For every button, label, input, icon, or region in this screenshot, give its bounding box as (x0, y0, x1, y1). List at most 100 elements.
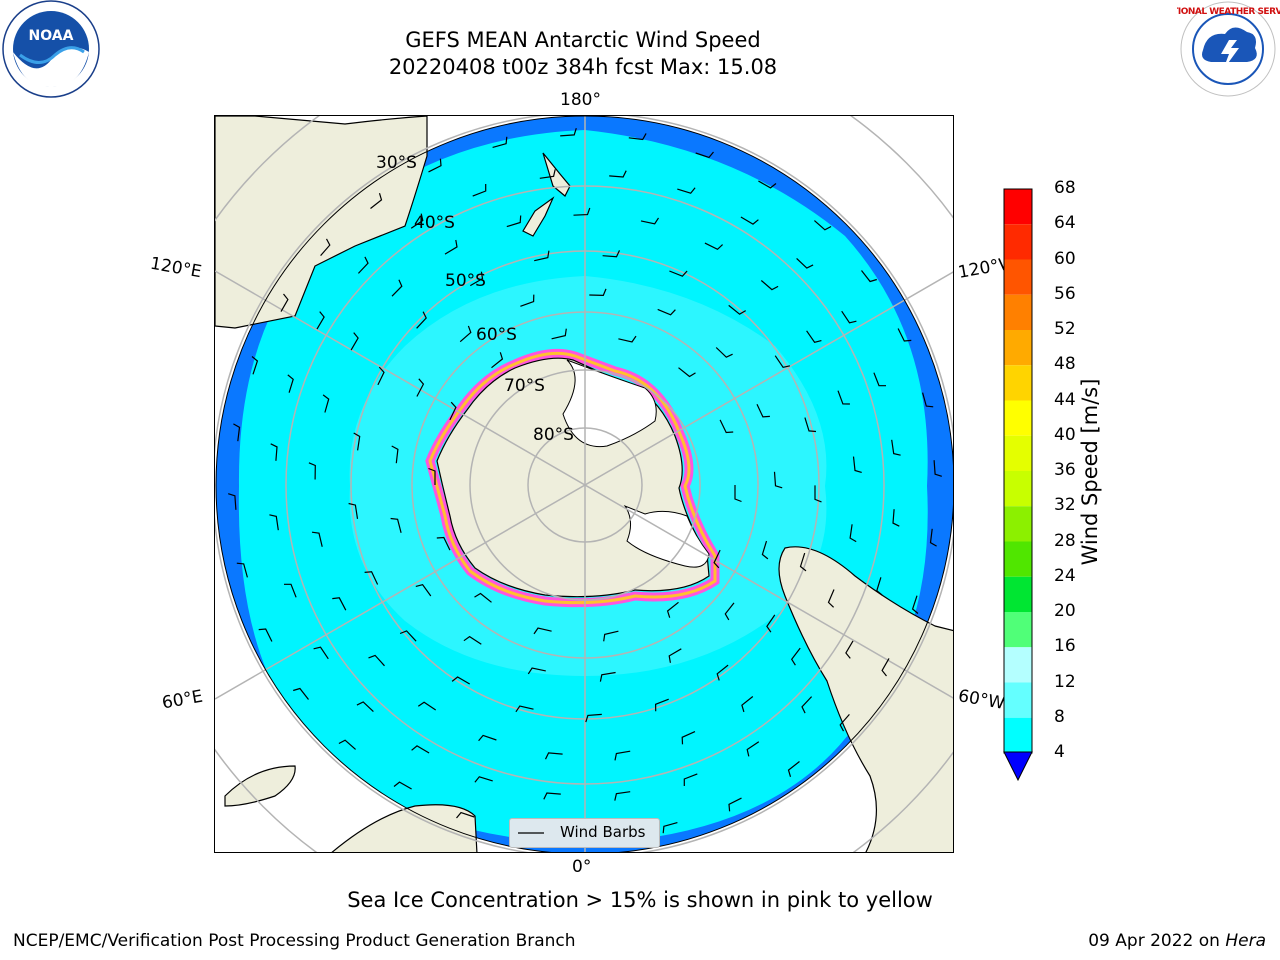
wind-barb (451, 676, 471, 685)
wind-barb (678, 367, 696, 378)
map-frame (214, 115, 954, 853)
wind-barb (551, 328, 567, 340)
wind-barb (428, 158, 442, 173)
wind-barb (585, 713, 602, 723)
madagascar (224, 765, 296, 807)
colorbar-tick-label: 60 (1054, 248, 1076, 269)
colorbar-tick-label: 32 (1054, 495, 1076, 516)
wind-barb (837, 390, 850, 405)
wind-barb (491, 352, 504, 369)
wind-barb (839, 714, 850, 732)
lat-label-40s: 40°S (414, 213, 455, 233)
wind-barb (713, 549, 721, 569)
wind-barbs (228, 128, 942, 842)
colorbar-tick-label: 52 (1054, 319, 1076, 339)
wind-barb (560, 128, 577, 137)
lon-label-180: 180° (560, 90, 601, 110)
wind-barb (654, 698, 669, 712)
wind-barb (280, 293, 289, 312)
wind-barb (614, 750, 631, 761)
wind-barb (728, 797, 742, 812)
colorbar-bin (1004, 330, 1032, 366)
wind-barb (677, 187, 696, 194)
wind-barb (348, 502, 359, 519)
wind-barb (459, 325, 472, 343)
wind-barb (602, 250, 621, 258)
wind-barb (897, 328, 912, 342)
wind-barb (416, 378, 425, 397)
colorbar (1003, 188, 1033, 782)
wind-barb (804, 417, 817, 433)
ross-ice-shelf (562, 359, 657, 448)
wind-barb (715, 347, 733, 358)
wind-barb (411, 745, 430, 754)
wind-barb (251, 356, 259, 375)
colorbar-tick-label: 24 (1054, 565, 1076, 586)
wind-barb (332, 597, 347, 611)
wind-barb (609, 170, 627, 178)
wind-barb (287, 374, 294, 393)
wind-barb (533, 627, 552, 635)
wind-barb (444, 239, 458, 255)
colorbar-bin (1004, 717, 1032, 753)
wind-barb (228, 493, 237, 510)
wind-barb (534, 250, 550, 262)
colorbar-label: Wind Speed [m/s] (1078, 378, 1102, 566)
wind-barb (311, 531, 323, 547)
wind-barb (368, 654, 385, 667)
wind-barb (929, 528, 937, 547)
wind-barb (320, 238, 331, 256)
wind-barb (640, 217, 660, 225)
nws-logo: NATIONAL WEATHER SERVICE (1177, 1, 1280, 97)
wind-barb (293, 687, 309, 700)
lat-label-60s: 60°S (476, 325, 517, 345)
wind-barb (236, 562, 248, 578)
wind-barb (841, 310, 857, 324)
chart-title: GEFS MEAN Antarctic Wind Speed (405, 28, 761, 52)
wind-barb (756, 403, 770, 418)
wind-barb (911, 595, 919, 614)
wind-barb (478, 734, 497, 742)
lon-label-60e: 60°E (160, 686, 205, 714)
lon-label-60w: 60°W (956, 686, 1007, 714)
noaa-logo: NOAA (2, 0, 100, 98)
wind-barb (472, 184, 487, 197)
wind-barb (728, 304, 747, 315)
wind-barb (628, 133, 647, 141)
wind-barb (436, 536, 451, 551)
wind-barb (463, 635, 482, 645)
colorbar-tick-label: 44 (1054, 389, 1076, 410)
wind-barb (399, 630, 417, 642)
wind-barb (827, 589, 835, 608)
wind-barb (774, 355, 791, 368)
wind-barb (233, 423, 241, 442)
colorbar-tick-label: 36 (1054, 460, 1076, 480)
wind-barb (270, 443, 278, 461)
wind-barb (410, 213, 424, 229)
footer-machine: Hera (1225, 931, 1266, 951)
footer-date: 09 Apr 2022 on Hera (1088, 931, 1266, 951)
wind-barb (506, 215, 522, 228)
colorbar-bin (1004, 294, 1032, 330)
lat-label-30s: 30°S (376, 153, 417, 173)
wind-barb (741, 696, 754, 713)
wind-barb (269, 514, 279, 531)
wind-barb (814, 220, 832, 231)
wind-barb (876, 577, 883, 596)
wind-barb (845, 640, 854, 659)
chart-subtitle: 20220408 t00z 384h fcst Max: 15.08 (388, 55, 778, 79)
wind-barb (758, 180, 777, 189)
colorbar-tick-label: 20 (1054, 601, 1076, 621)
antarctic-map (215, 116, 953, 852)
wind-barb (881, 658, 890, 677)
colorbar-bin (1004, 541, 1032, 577)
colorbar-bin (1004, 189, 1032, 225)
colorbar-bin (1004, 682, 1032, 718)
wind-barb (683, 773, 698, 786)
colorbar-bin (1004, 435, 1032, 471)
wind-barb (391, 445, 399, 464)
colorbar-bin (1004, 506, 1032, 542)
wind-barb (933, 460, 942, 477)
wind-barb (662, 822, 678, 834)
wind-barb (790, 647, 801, 666)
